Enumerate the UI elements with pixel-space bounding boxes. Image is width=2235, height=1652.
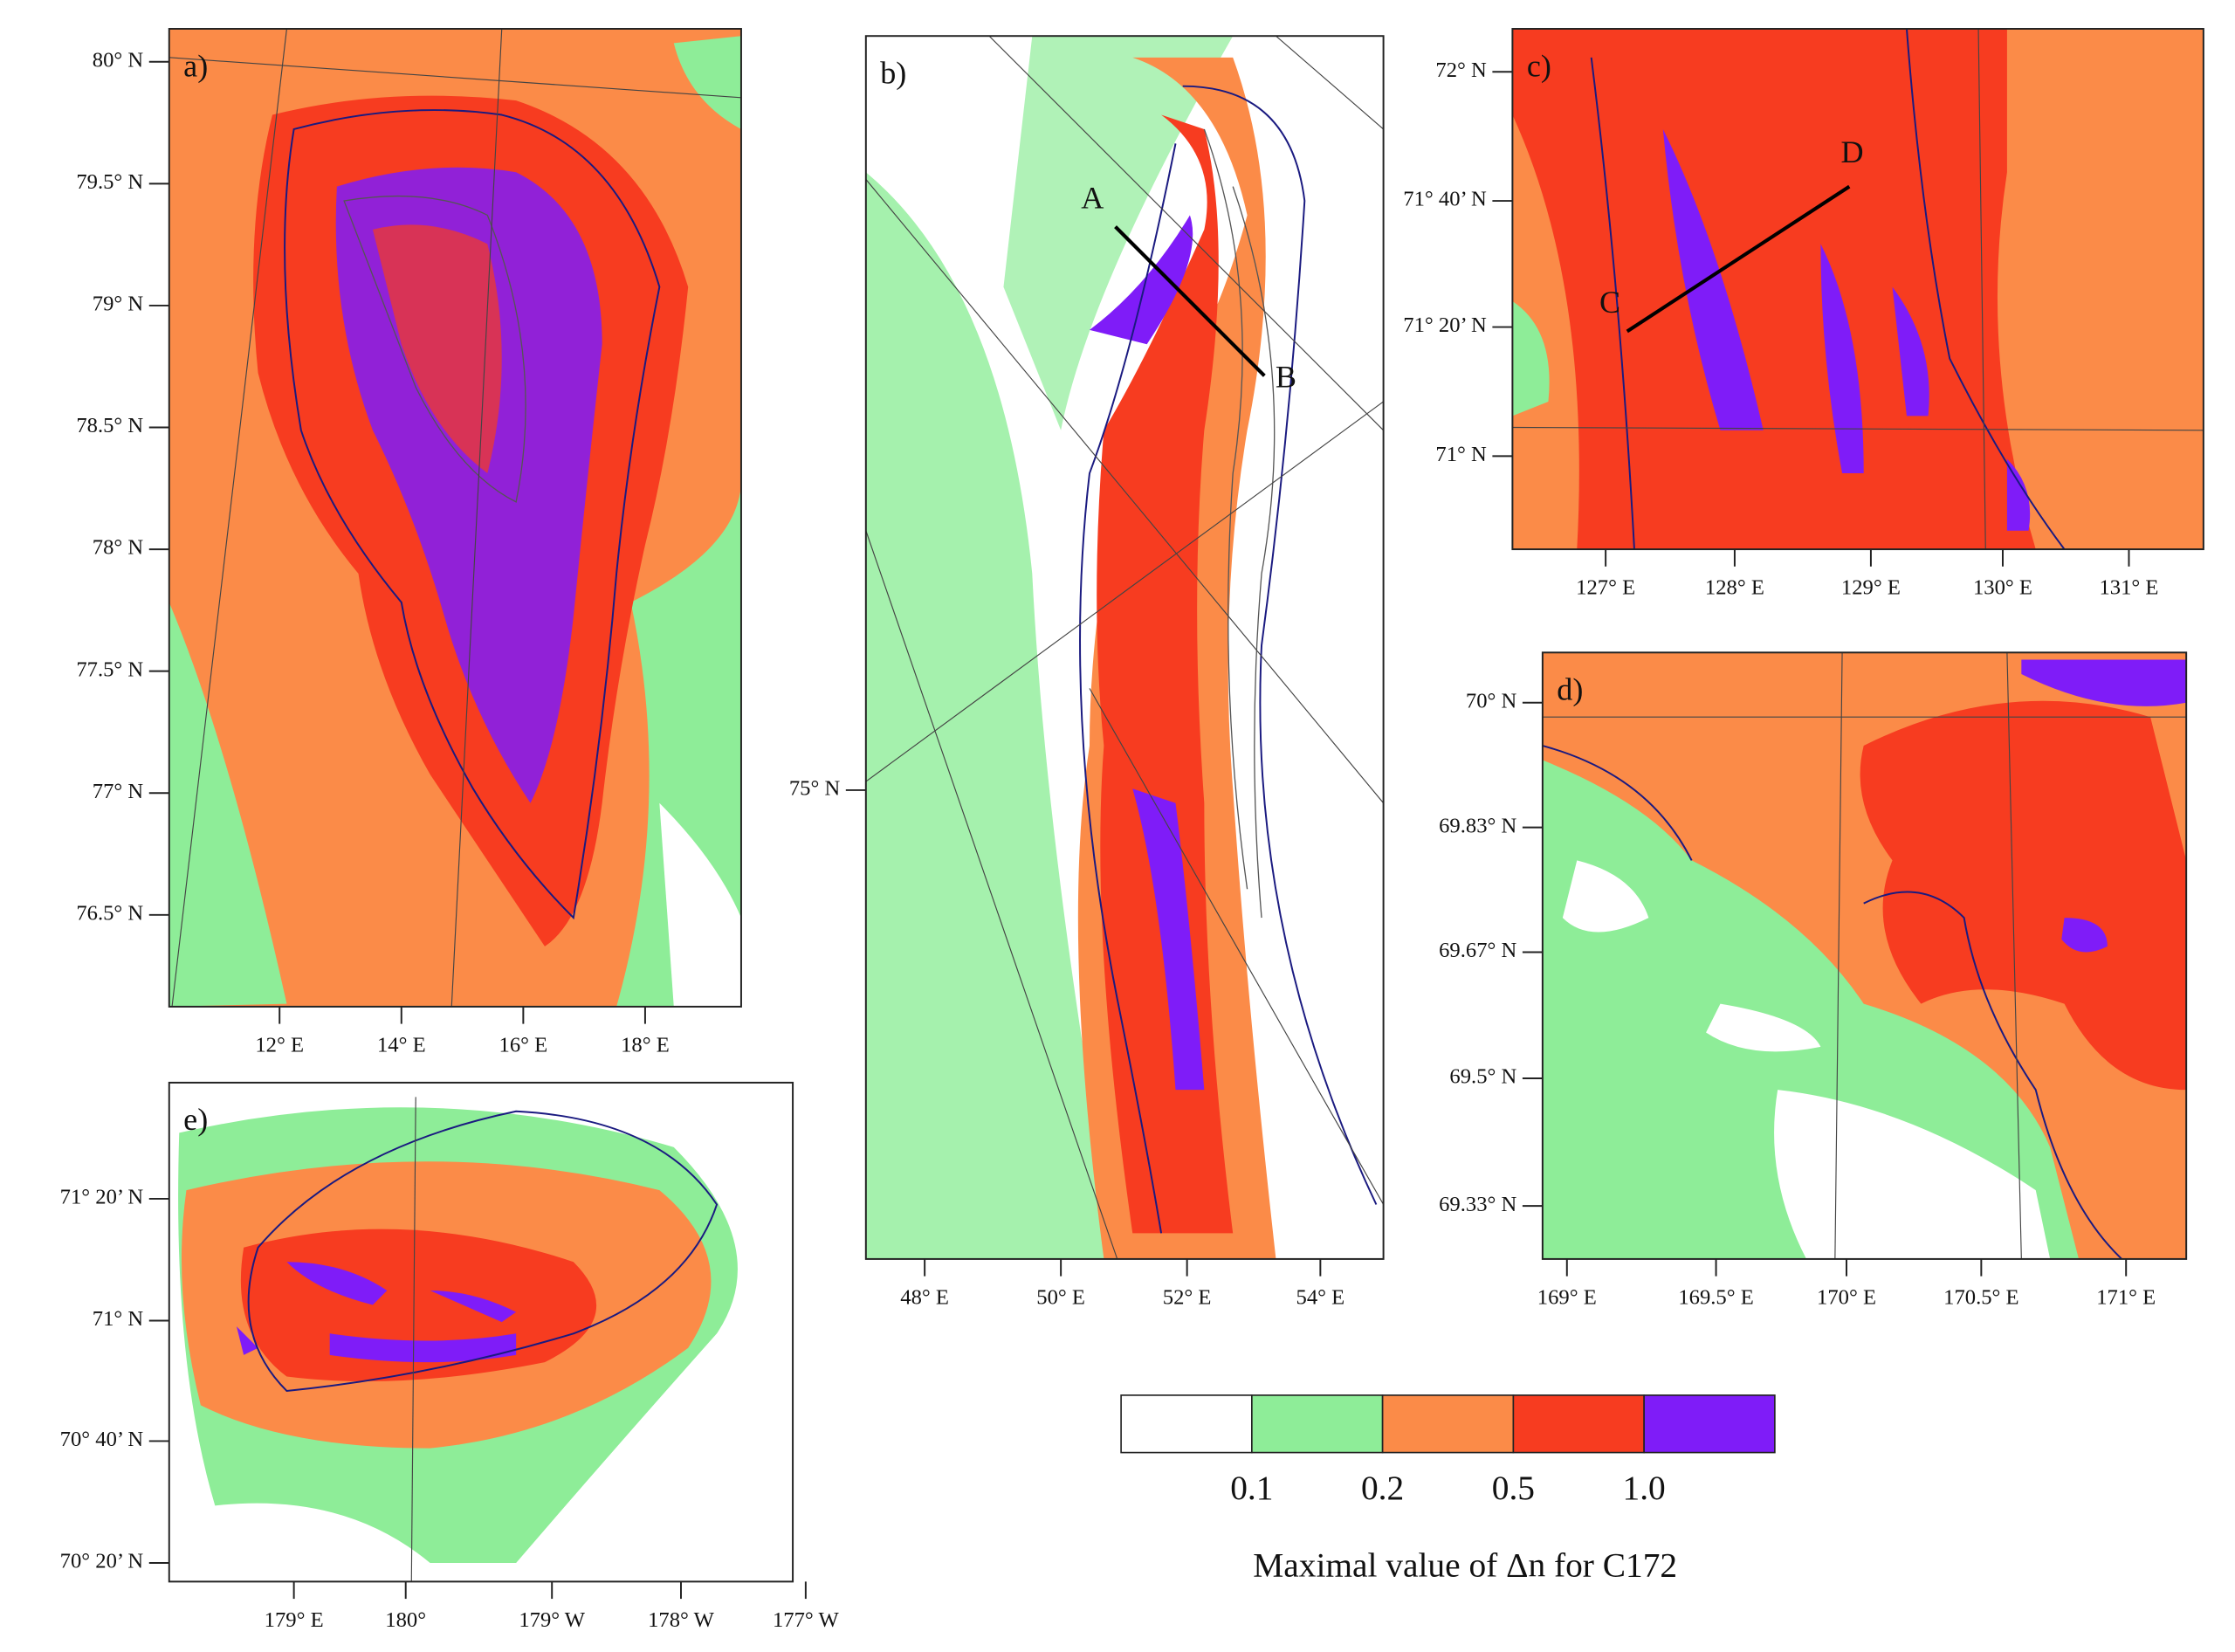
legend-swatch <box>1251 1394 1384 1454</box>
legend-title: Maximal value of Δn for C172 <box>1253 1546 1677 1585</box>
lat-label: 75° N <box>789 777 841 801</box>
frame-a <box>168 28 742 1008</box>
lon-label: 12° E <box>255 1034 304 1057</box>
lon-label: 179° W <box>519 1608 585 1632</box>
lon-label: 178° W <box>648 1608 714 1632</box>
legend-swatch <box>1643 1394 1776 1454</box>
lat-label: 70° 20’ N <box>60 1550 144 1573</box>
legend-swatch <box>1381 1394 1515 1454</box>
lon-label: 131° E <box>2099 576 2158 600</box>
lat-label: 69.5° N <box>1449 1065 1516 1089</box>
lat-label: 77° N <box>93 780 144 803</box>
lat-label: 71° 20’ N <box>60 1186 144 1209</box>
lon-label: 179° E <box>265 1608 324 1632</box>
frame-e <box>168 1081 794 1583</box>
panel-letter: c) <box>1527 48 1551 83</box>
lat-label: 69.67° N <box>1439 939 1516 962</box>
lat-label: 79.5° N <box>76 170 143 194</box>
lat-label: 76.5° N <box>76 901 143 925</box>
legend-label: 1.0 <box>1623 1469 1666 1507</box>
map-d <box>1542 652 2187 1259</box>
panel-letter: b) <box>880 55 906 90</box>
lat-label: 78.5° N <box>76 414 143 437</box>
lon-label: 170.5° E <box>1943 1286 2018 1310</box>
frame-c <box>1511 28 2204 551</box>
frame-b <box>864 35 1385 1260</box>
lon-label: 177° W <box>773 1608 839 1632</box>
point-label: B <box>1276 360 1296 395</box>
panel-letter: d) <box>1557 672 1583 707</box>
lon-label: 170° E <box>1817 1286 1876 1310</box>
lat-label: 69.33° N <box>1439 1193 1516 1216</box>
lon-label: 48° E <box>900 1286 949 1310</box>
lat-label: 71° N <box>93 1307 144 1331</box>
lon-label: 50° E <box>1036 1286 1085 1310</box>
lon-label: 18° E <box>621 1034 670 1057</box>
lat-label: 69.83° N <box>1439 814 1516 837</box>
legend-label: 0.2 <box>1361 1469 1404 1507</box>
lon-label: 16° E <box>499 1034 548 1057</box>
lon-label: 54° E <box>1296 1286 1345 1310</box>
lat-label: 70° N <box>1466 689 1517 712</box>
lat-label: 71° 20’ N <box>1403 313 1487 337</box>
lon-label: 169.5° E <box>1678 1286 1753 1310</box>
lat-label: 71° 40’ N <box>1403 188 1487 211</box>
lon-label: 52° E <box>1163 1286 1212 1310</box>
lat-label: 80° N <box>93 48 144 72</box>
lon-label: 169° E <box>1537 1286 1597 1310</box>
point-label: C <box>1599 285 1620 320</box>
lon-label: 171° E <box>2096 1286 2156 1310</box>
legend-label: 0.5 <box>1492 1469 1535 1507</box>
legend: Maximal value of Δn for C172 0.1 0.2 0.5 1.… <box>1120 1394 1776 1585</box>
map-a <box>168 29 741 1007</box>
lat-label: 71° N <box>1435 443 1487 466</box>
lat-label: 70° 40’ N <box>60 1428 144 1451</box>
lat-label: 79° N <box>93 293 144 316</box>
lon-label: 130° E <box>1973 576 2032 600</box>
frame-d <box>1541 651 2188 1260</box>
lon-label: 14° E <box>377 1034 426 1057</box>
point-label: D <box>1841 134 1864 169</box>
map-b <box>865 36 1384 1259</box>
map-c <box>1512 29 2204 550</box>
point-label: A <box>1081 180 1104 215</box>
lon-label: 129° E <box>1841 576 1901 600</box>
lat-label: 77.5° N <box>76 657 143 681</box>
legend-label: 0.1 <box>1230 1469 1273 1507</box>
map-e <box>168 1082 794 1582</box>
lon-label: 180° <box>385 1608 426 1632</box>
labels: a) 80° N 79.5° N 79° N 78.5° N 78° N 77.5° N 77… <box>60 48 2159 1632</box>
panel-letter: e) <box>183 1102 208 1137</box>
lon-label: 127° E <box>1576 576 1635 600</box>
lat-label: 72° N <box>1435 59 1487 82</box>
lon-label: 128° E <box>1705 576 1764 600</box>
lat-label: 78° N <box>93 536 144 560</box>
panel-letter: a) <box>183 48 208 83</box>
legend-swatch <box>1120 1394 1253 1454</box>
legend-swatch <box>1512 1394 1645 1454</box>
